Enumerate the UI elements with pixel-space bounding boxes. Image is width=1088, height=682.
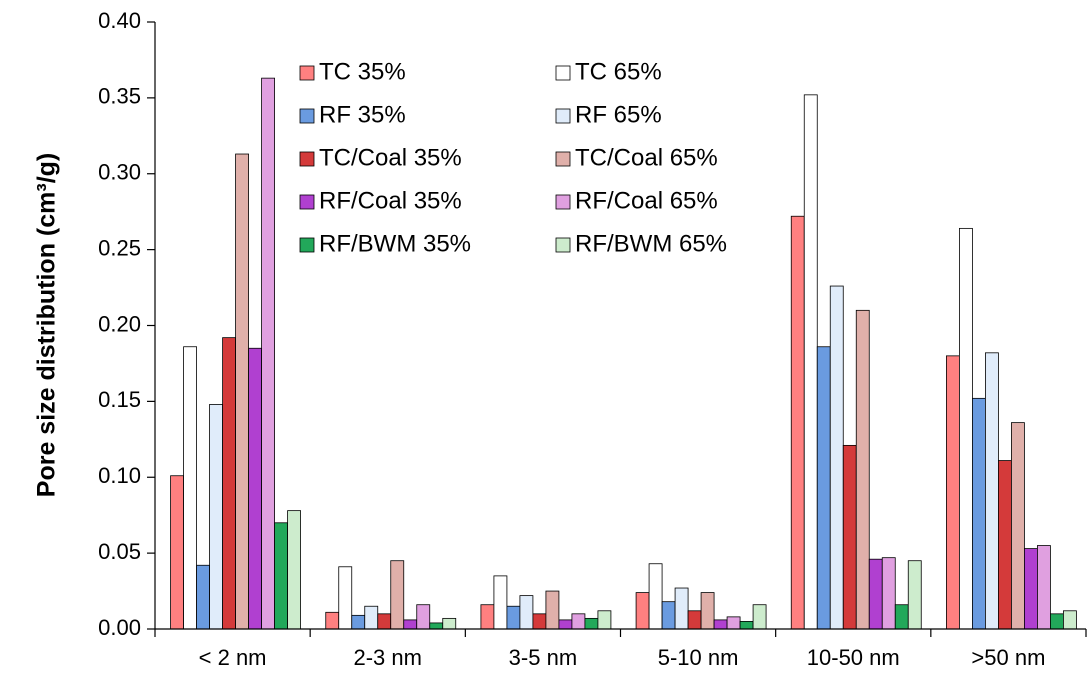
legend-swatch [299,237,315,253]
legend-label: TC/Coal 35% [319,144,462,171]
bar [674,587,689,630]
bar [959,227,973,630]
legend-swatch [299,151,315,167]
bar [429,622,444,630]
bar [183,346,197,630]
bar [648,563,663,630]
legend-swatch [555,108,571,124]
y-tick-label: 0.15 [98,387,141,412]
bar [390,560,405,630]
bar [790,215,805,630]
bar [519,595,534,630]
bar [571,613,586,630]
bar [1011,422,1025,630]
legend-swatch [299,194,315,210]
bar [545,590,560,630]
bar [338,566,353,630]
bar [170,475,184,630]
legend-label: TC 35% [319,58,406,85]
legend-label: TC/Coal 65% [575,144,718,171]
bar [829,285,844,630]
bar [532,613,547,630]
bar [248,347,262,630]
y-tick-label: 0.20 [98,311,141,336]
legend-swatch [555,65,571,81]
bar [1037,545,1051,630]
x-tick-label: 2-3 nm [354,645,422,670]
x-tick-label: 10-50 nm [807,645,900,670]
legend-label: RF 65% [575,101,662,128]
bar [287,510,301,630]
bar [480,604,495,630]
bar [364,605,379,630]
bar [235,153,249,630]
x-tick-label: >50 nm [971,645,1045,670]
bar [506,605,521,630]
bar [998,460,1012,630]
x-tick-label: < 2 nm [199,645,267,670]
legend-swatch [555,237,571,253]
bar [558,619,573,630]
legend-label: RF/BWM 65% [575,230,727,257]
bar [1050,613,1064,630]
bar [351,614,366,630]
bar [403,619,418,630]
legend-label: RF/Coal 35% [319,187,462,214]
bar [894,604,909,630]
legend-swatch [555,194,571,210]
bar [661,601,676,630]
bar [416,604,431,630]
bar [803,94,818,630]
bar [907,560,922,630]
bar [713,619,728,630]
bar [635,592,650,630]
x-tick-label: 3-5 nm [509,645,577,670]
bar [752,604,767,630]
bar [739,621,754,630]
bar [196,564,210,630]
legend-label: RF 35% [319,101,406,128]
bar [816,346,831,630]
y-tick-label: 0.35 [98,84,141,109]
legend-label: RF/BWM 35% [319,230,471,257]
y-tick-label: 0.05 [98,539,141,564]
legend-swatch [555,151,571,167]
bar [842,444,857,630]
bar [493,575,508,630]
bar [274,522,288,630]
legend-swatch [299,65,315,81]
bar [377,613,392,630]
bar [209,404,223,630]
y-tick-label: 0.30 [98,160,141,185]
bar [597,610,612,630]
y-tick-label: 0.10 [98,463,141,488]
bar [1063,610,1077,630]
x-tick-label: 5-10 nm [658,645,739,670]
bar [261,77,275,630]
bar [726,616,741,630]
bar [700,592,715,630]
y-axis-label: Pore size distribution (cm³/g) [33,153,61,497]
bar [946,355,960,630]
y-tick-label: 0.40 [98,8,141,33]
bar [868,558,883,630]
legend-swatch [299,108,315,124]
legend-label: RF/Coal 65% [575,187,718,214]
bar [222,337,236,630]
bar [855,309,870,630]
legend-label: TC 65% [575,58,662,85]
bar [985,352,999,630]
bar [1024,548,1038,630]
bar [881,557,896,630]
bar [584,617,599,630]
y-tick-label: 0.00 [98,615,141,640]
bar [442,617,457,630]
y-tick-label: 0.25 [98,235,141,260]
bar [972,397,986,630]
bar [687,610,702,630]
bar [325,611,340,630]
